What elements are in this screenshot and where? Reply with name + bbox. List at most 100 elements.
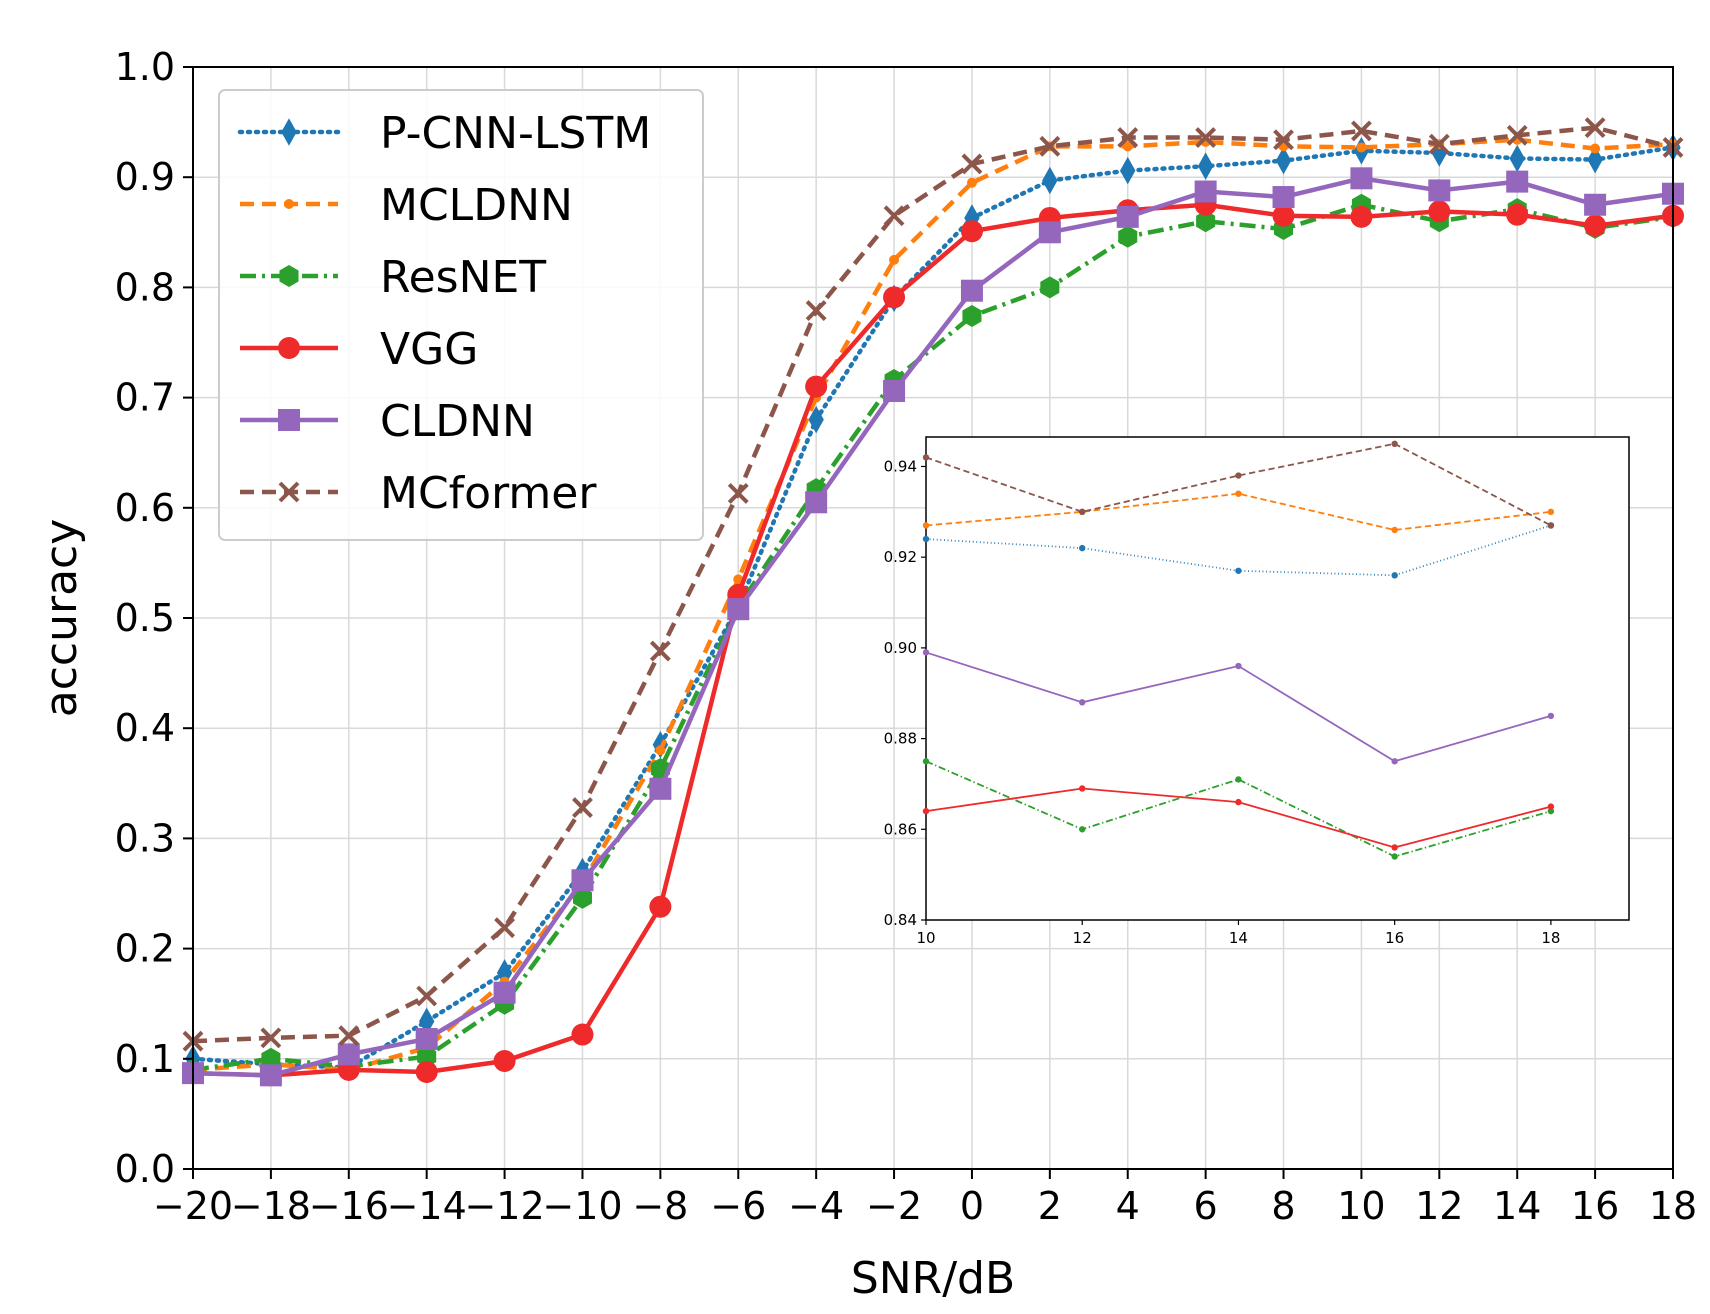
legend-item-mcformer: MCformer xyxy=(240,468,597,519)
legend-label: MCLDNN xyxy=(380,180,573,231)
x-tick-label: 16 xyxy=(1571,1184,1619,1228)
inset-data-point-p-cnn-lstm xyxy=(922,535,930,543)
data-point-mcformer xyxy=(805,300,827,321)
series-line-vgg xyxy=(192,202,1674,1078)
x-tick-label: −2 xyxy=(866,1184,922,1228)
x-tick-label: 0 xyxy=(960,1184,984,1228)
data-point-cldnn xyxy=(1194,180,1217,203)
legend-label: P-CNN-LSTM xyxy=(380,108,651,159)
inset-zoom-chart: 10 12 14 16 18 0.84 0.86 0.88 0.90 0.92 0.94 xyxy=(884,436,1630,947)
data-point-vgg xyxy=(1584,214,1607,237)
inset-data-point-p-cnn-lstm xyxy=(1391,572,1398,579)
data-point-cldnn xyxy=(649,777,672,800)
inset-series-mcformer xyxy=(922,440,1555,529)
data-point-vgg xyxy=(960,220,983,243)
x-tick-label: −12 xyxy=(464,1184,544,1228)
legend-item-vgg: VGG xyxy=(240,324,478,375)
data-point-vgg xyxy=(493,1050,516,1073)
data-point-p-cnn-lstm xyxy=(808,405,824,434)
inset-data-point-mcldnn xyxy=(1235,490,1242,497)
data-point-mcformer xyxy=(1428,133,1450,155)
data-point-p-cnn-lstm xyxy=(1042,166,1058,195)
y-tick-label: 0.5 xyxy=(115,596,175,640)
data-point-mcformer xyxy=(1195,127,1217,148)
data-point-cldnn xyxy=(960,279,983,302)
data-point-resnet xyxy=(962,305,982,328)
inset-data-point-mcldnn xyxy=(1547,508,1555,516)
y-tick-label: 0.8 xyxy=(115,265,175,309)
inset-y-tick-label: 0.84 xyxy=(884,911,917,929)
main-axis-ticks: −20−18−16−14−12−10 −8 −6 −4 −2 0 2 4 6 8 10 12 14 16 1… xyxy=(115,45,1698,1228)
main-series-layer xyxy=(182,117,1684,1087)
x-tick-label: −4 xyxy=(788,1184,844,1228)
legend-label: ResNET xyxy=(380,252,546,303)
inset-data-point-mcformer xyxy=(922,454,930,461)
data-point-cldnn xyxy=(337,1043,360,1066)
data-point-mcldnn xyxy=(1356,142,1367,153)
inset-data-point-cldnn xyxy=(1235,662,1242,670)
data-point-mcformer xyxy=(1351,120,1372,142)
data-point-p-cnn-lstm xyxy=(1120,156,1136,185)
inset-y-tick-label: 0.86 xyxy=(884,820,917,838)
data-point-mcldnn xyxy=(1122,141,1133,152)
inset-data-point-p-cnn-lstm xyxy=(1235,567,1242,574)
inset-data-point-resnet xyxy=(1547,807,1555,815)
data-point-cldnn xyxy=(727,598,750,621)
inset-data-point-cldnn xyxy=(1391,758,1398,765)
y-tick-label: 1.0 xyxy=(115,45,175,89)
data-point-resnet xyxy=(1040,276,1060,299)
inset-data-point-vgg xyxy=(1235,798,1242,806)
data-point-cldnn xyxy=(493,981,516,1004)
data-point-cldnn xyxy=(571,869,594,892)
data-point-cldnn xyxy=(259,1064,282,1087)
inset-series-resnet xyxy=(922,758,1555,860)
data-point-mcldnn xyxy=(655,745,666,756)
inset-x-tick-label: 12 xyxy=(1073,929,1092,947)
inset-data-point-vgg xyxy=(1391,844,1398,851)
data-point-mcldnn xyxy=(1590,143,1601,154)
legend-marker xyxy=(278,481,300,503)
y-tick-label: 0.2 xyxy=(115,927,175,971)
y-tick-label: 0.4 xyxy=(115,706,175,750)
inset-series-cldnn xyxy=(922,649,1555,765)
data-point-resnet xyxy=(261,1047,281,1070)
legend-item-cldnn: CLDNN xyxy=(240,396,535,447)
data-point-p-cnn-lstm xyxy=(1509,144,1525,173)
data-point-mcformer xyxy=(649,640,671,662)
legend: P-CNN-LSTM MCLDNN ResNET VGG CLDNN MCformer xyxy=(218,89,704,541)
legend-box xyxy=(218,89,704,541)
data-point-mcldnn xyxy=(889,254,900,265)
data-point-cldnn xyxy=(1272,186,1295,209)
data-point-cldnn xyxy=(1506,170,1529,193)
inset-x-tick-label: 10 xyxy=(916,929,935,947)
inset-data-point-vgg xyxy=(1079,785,1086,792)
y-tick-label: 0.3 xyxy=(115,816,175,860)
data-point-cldnn xyxy=(1038,221,1061,244)
data-point-p-cnn-lstm xyxy=(418,1007,435,1036)
data-point-mcformer xyxy=(416,985,438,1007)
legend-item-resnet: ResNET xyxy=(240,252,546,303)
y-tick-label: 0.9 xyxy=(115,155,175,199)
inset-data-point-resnet xyxy=(922,758,930,765)
series-line-p-cnn-lstm xyxy=(190,145,1676,1070)
legend-marker xyxy=(278,409,300,431)
x-tick-label: −10 xyxy=(542,1184,622,1228)
inset-series-line-resnet xyxy=(925,760,1552,858)
legend-marker xyxy=(281,118,297,146)
data-point-mcldnn xyxy=(966,177,977,188)
data-point-cldnn xyxy=(883,379,906,402)
x-tick-label: −6 xyxy=(710,1184,766,1228)
legend-marker xyxy=(279,265,299,287)
data-point-p-cnn-lstm xyxy=(1197,152,1214,180)
data-point-mcformer xyxy=(572,797,593,818)
inset-data-point-resnet xyxy=(1391,853,1398,860)
series-line-mcldnn xyxy=(192,137,1674,1073)
data-point-resnet xyxy=(572,886,592,909)
series-cldnn xyxy=(182,167,1684,1087)
data-point-vgg xyxy=(1272,204,1295,227)
x-tick-label: 2 xyxy=(1038,1184,1062,1228)
legend-label: VGG xyxy=(380,324,478,375)
x-tick-label: 4 xyxy=(1116,1184,1140,1228)
data-point-resnet xyxy=(1196,210,1216,233)
